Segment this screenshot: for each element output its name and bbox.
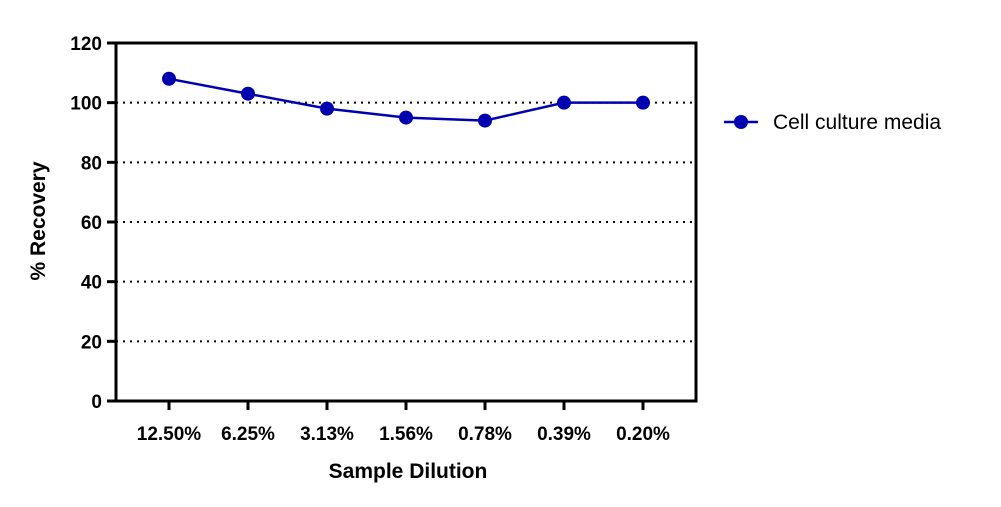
x-tick-label: 3.13% — [300, 424, 354, 445]
legend-label: Cell culture media — [773, 111, 941, 134]
series-layer — [162, 71, 650, 128]
gridlines — [116, 101, 696, 343]
y-axis-ticks: 0 20 40 60 80 100 120 — [70, 34, 116, 413]
y-tick-label: 40 — [81, 273, 102, 294]
x-tick-label: 12.50% — [137, 424, 202, 445]
data-point — [162, 71, 176, 86]
y-tick-label: 60 — [81, 213, 102, 234]
legend: Cell culture media — [724, 111, 941, 134]
y-tick-label: 0 — [91, 392, 102, 413]
y-tick-label: 120 — [70, 34, 102, 55]
data-point — [636, 95, 650, 110]
y-axis-title: % Recovery — [27, 161, 50, 280]
data-point — [320, 101, 334, 116]
y-tick-label: 20 — [81, 332, 102, 353]
data-point — [478, 113, 492, 128]
x-tick-label: 0.78% — [458, 424, 512, 445]
data-point — [399, 110, 413, 125]
y-tick-label: 80 — [81, 153, 102, 174]
x-tick-label: 0.39% — [537, 424, 591, 445]
y-tick-label: 100 — [70, 94, 102, 115]
data-point — [241, 86, 255, 101]
x-tick-label: 1.56% — [379, 424, 433, 445]
x-axis-ticks: 12.50% 6.25% 3.13% 1.56% 0.78% 0.39% 0.20% — [137, 401, 670, 445]
plot-frame — [114, 41, 698, 403]
x-tick-label: 0.20% — [616, 424, 670, 445]
legend-marker — [734, 115, 748, 129]
x-axis-title: Sample Dilution — [329, 460, 488, 483]
data-point — [557, 95, 571, 110]
x-tick-label: 6.25% — [221, 424, 275, 445]
